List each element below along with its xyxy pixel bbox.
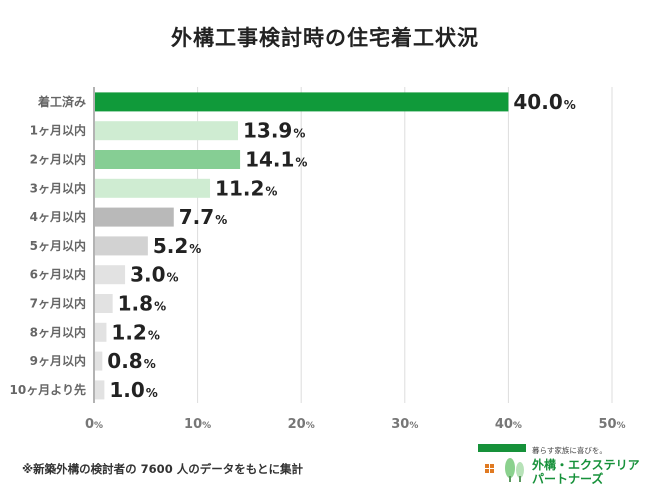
category-label: 1ヶ月以内 xyxy=(30,123,86,138)
bar xyxy=(95,322,107,342)
category-label: 10ヶ月より先 xyxy=(10,382,86,397)
category-label: 7ヶ月以内 xyxy=(30,296,86,311)
category-label: 5ヶ月以内 xyxy=(30,238,86,253)
bar xyxy=(95,380,105,400)
x-axis-ticks: 0% 10% 20% 30% 40% 50% xyxy=(85,417,626,432)
data-label: 1.8% xyxy=(118,292,166,316)
category-label: 6ヶ月以内 xyxy=(30,267,86,282)
data-label: 3.0% xyxy=(130,263,178,287)
brand-tagline: 暮らす家族に喜びを。 xyxy=(532,446,607,455)
data-label: 40.0% xyxy=(513,90,575,114)
data-label: 14.1% xyxy=(245,148,307,172)
bar xyxy=(95,150,241,169)
data-label: 11.2% xyxy=(215,176,277,200)
category-label: 着工済み xyxy=(37,94,86,109)
x-tick-label: 20% xyxy=(288,417,315,432)
bar xyxy=(95,178,211,198)
data-label: 1.0% xyxy=(109,378,157,402)
bar xyxy=(95,92,509,112)
data-label: 5.2% xyxy=(153,234,201,258)
bar xyxy=(95,236,148,256)
x-tick-label: 50% xyxy=(598,417,625,432)
brand-name-line1: 外構・エクステリア xyxy=(532,458,640,472)
x-tick-label: 0% xyxy=(85,417,103,432)
house-trees-logo-icon xyxy=(478,444,526,482)
bar xyxy=(95,121,239,141)
data-label: 0.8% xyxy=(107,349,155,373)
chart-title: 外構工事検討時の住宅着工状況 xyxy=(171,26,479,50)
bar xyxy=(95,351,103,371)
bar xyxy=(95,294,113,313)
footnote: ※新築外構の検討者の 7600 人のデータをもとに集計 xyxy=(22,462,303,476)
category-label: 4ヶ月以内 xyxy=(30,209,86,224)
value-labels: 40.0% 13.9% 14.1% 11.2% 7.7% 5.2% 3.0% 1.8% 1.2%… xyxy=(107,90,576,402)
category-label: 8ヶ月以内 xyxy=(30,324,86,339)
bar xyxy=(95,265,126,285)
data-label: 13.9% xyxy=(243,119,305,143)
brand-logo: 暮らす家族に喜びを。 外構・エクステリア パートナーズ xyxy=(476,442,646,486)
x-tick-label: 40% xyxy=(495,417,522,432)
x-tick-label: 10% xyxy=(184,417,211,432)
category-labels: 着工済み 1ヶ月以内 2ヶ月以内 3ヶ月以内 4ヶ月以内 5ヶ月以内 6ヶ月以内 7ヶ月以内 8… xyxy=(10,94,86,397)
category-label: 9ヶ月以内 xyxy=(30,353,86,368)
data-label: 1.2% xyxy=(111,320,159,344)
category-label: 2ヶ月以内 xyxy=(30,152,86,167)
brand-name-line2: パートナーズ xyxy=(532,472,604,486)
bars xyxy=(95,92,509,400)
category-label: 3ヶ月以内 xyxy=(30,180,86,195)
x-tick-label: 30% xyxy=(391,417,418,432)
bar xyxy=(95,207,174,227)
data-label: 7.7% xyxy=(179,205,227,229)
